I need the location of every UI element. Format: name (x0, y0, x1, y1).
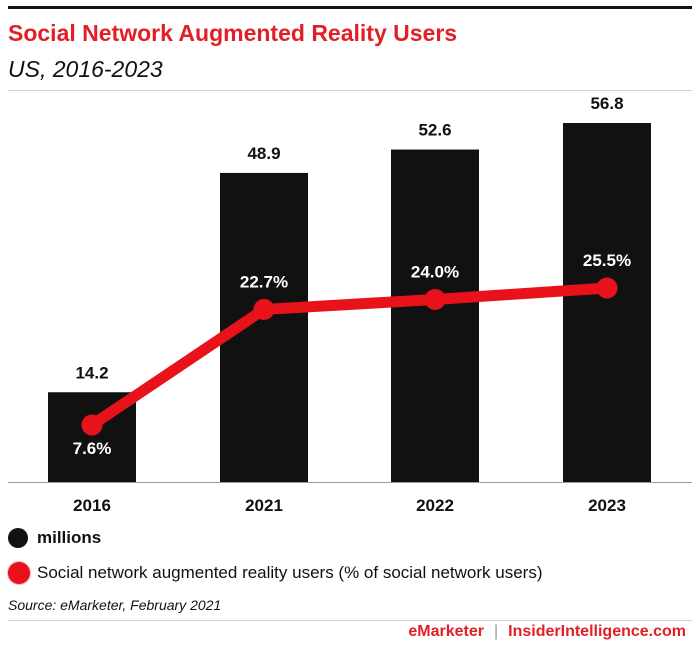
legend-item-line: Social network augmented reality users (… (8, 562, 543, 584)
bar-value-label-2021: 48.9 (247, 144, 280, 163)
line-value-label-2021: 22.7% (240, 272, 288, 291)
brand-separator: | (494, 623, 499, 640)
line-point-2022 (424, 288, 446, 310)
legend-swatch-bar (8, 528, 28, 548)
line-point-2016 (81, 414, 103, 436)
line-value-label-2016: 7.6% (73, 439, 112, 458)
line-value-label-2023: 25.5% (583, 251, 631, 270)
x-tick-label-2022: 2022 (416, 496, 454, 515)
source-note: Source: eMarketer, February 2021 (8, 597, 222, 613)
bar-value-label-2023: 56.8 (590, 94, 623, 113)
footer-brand: eMarketer | InsiderIntelligence.com (408, 623, 686, 641)
brand-emarketer: eMarketer (408, 623, 485, 640)
legend-swatch-line (8, 562, 30, 584)
line-point-2023 (596, 277, 618, 299)
legend-label-bars: millions (37, 528, 102, 547)
x-tick-label-2016: 2016 (73, 496, 111, 515)
chart-title: Social Network Augmented Reality Users (8, 20, 458, 46)
bar-2023 (563, 123, 651, 482)
x-tick-label-2023: 2023 (588, 496, 626, 515)
line-point-2021 (253, 298, 275, 320)
chart-subtitle: US, 2016-2023 (8, 56, 163, 82)
bar-2022 (391, 149, 479, 482)
bar-value-label-2016: 14.2 (75, 363, 108, 382)
legend-label-line: Social network augmented reality users (… (37, 563, 543, 582)
line-series (86, 282, 613, 431)
legend-item-bars: millions (8, 528, 101, 548)
brand-insider-intelligence: InsiderIntelligence.com (508, 623, 686, 640)
footer-rule (8, 620, 692, 621)
x-tick-label-2021: 2021 (245, 496, 283, 515)
line-value-label-2022: 24.0% (411, 262, 459, 281)
bar-value-label-2022: 52.6 (418, 121, 451, 140)
title-rule (8, 90, 692, 91)
top-rule (8, 6, 692, 9)
